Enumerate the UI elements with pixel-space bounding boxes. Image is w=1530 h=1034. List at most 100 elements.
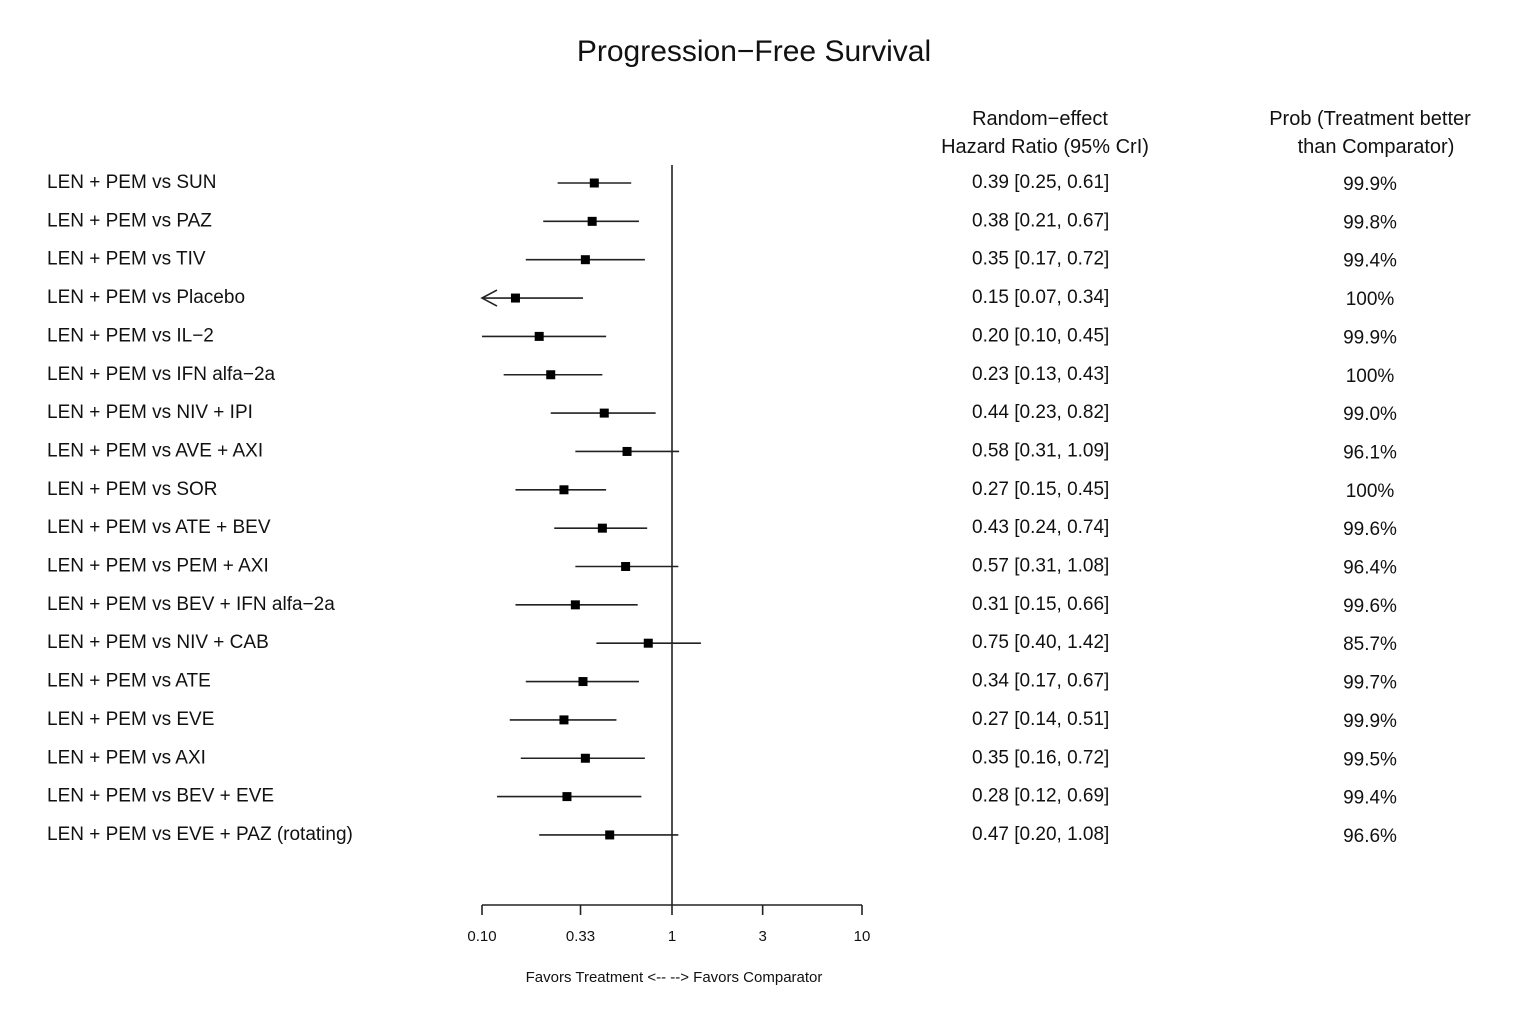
- prob-value: 99.4%: [1343, 788, 1397, 809]
- hr-value: 0.20 [0.10, 0.45]: [972, 325, 1109, 346]
- prob-value: 100%: [1346, 289, 1395, 310]
- x-tick-label: 3: [758, 928, 766, 945]
- prob-value: 99.0%: [1343, 404, 1397, 425]
- point-estimate: [597, 523, 607, 533]
- forest-row: LEN + PEM vs EVE 0.27 [0.14, 0.51] 99.9%: [47, 709, 1397, 732]
- forest-row: LEN + PEM vs ATE 0.34 [0.17, 0.67] 99.7%: [47, 671, 1397, 694]
- forest-row: LEN + PEM vs BEV + EVE 0.28 [0.12, 0.69] 9…: [47, 786, 1397, 809]
- prob-value: 99.9%: [1343, 711, 1397, 732]
- forest-row: LEN + PEM vs SUN 0.39 [0.25, 0.61] 99.9%: [47, 172, 1397, 195]
- point-estimate: [534, 331, 544, 341]
- prob-value: 96.4%: [1343, 558, 1397, 579]
- point-estimate: [599, 408, 609, 418]
- hr-value: 0.43 [0.24, 0.74]: [972, 517, 1109, 538]
- hr-value: 0.34 [0.17, 0.67]: [972, 671, 1109, 692]
- hr-value: 0.35 [0.16, 0.72]: [972, 747, 1109, 768]
- hr-value: 0.31 [0.15, 0.66]: [972, 594, 1109, 615]
- hr-value: 0.38 [0.21, 0.67]: [972, 210, 1109, 231]
- point-estimate: [580, 753, 590, 763]
- prob-value: 99.6%: [1343, 596, 1397, 617]
- row-label: LEN + PEM vs BEV + EVE: [47, 786, 274, 807]
- row-label: LEN + PEM vs EVE + PAZ (rotating): [47, 824, 353, 845]
- x-tick-label: 0.33: [566, 928, 595, 945]
- point-estimate: [643, 638, 653, 648]
- row-label: LEN + PEM vs Placebo: [47, 287, 245, 308]
- prob-value: 85.7%: [1343, 634, 1397, 655]
- point-estimate: [559, 715, 569, 725]
- row-label: LEN + PEM vs ATE: [47, 671, 211, 692]
- hr-value: 0.27 [0.14, 0.51]: [972, 709, 1109, 730]
- prob-value: 99.5%: [1343, 749, 1397, 770]
- row-label: LEN + PEM vs ATE + BEV: [47, 517, 271, 538]
- hr-value: 0.39 [0.25, 0.61]: [972, 172, 1109, 193]
- ci-arrow: [480, 289, 498, 307]
- point-estimate: [570, 600, 580, 610]
- forest-row: LEN + PEM vs SOR 0.27 [0.15, 0.45] 100%: [47, 479, 1394, 502]
- point-estimate: [621, 562, 631, 571]
- hr-value: 0.44 [0.23, 0.82]: [972, 402, 1109, 423]
- row-label: LEN + PEM vs AXI: [47, 747, 206, 768]
- row-label: LEN + PEM vs SUN: [47, 172, 216, 193]
- hr-value: 0.57 [0.31, 1.08]: [972, 556, 1109, 577]
- prob-header-line2: than Comparator): [1298, 136, 1455, 158]
- hr-value: 0.23 [0.13, 0.43]: [972, 364, 1109, 385]
- point-estimate: [589, 178, 599, 188]
- forest-row: LEN + PEM vs ATE + BEV 0.43 [0.24, 0.74] 9…: [47, 517, 1397, 540]
- row-label: LEN + PEM vs EVE: [47, 709, 214, 730]
- prob-value: 96.6%: [1343, 826, 1397, 847]
- row-label: LEN + PEM vs IFN alfa−2a: [47, 364, 276, 385]
- forest-row: LEN + PEM vs AVE + AXI 0.58 [0.31, 1.09] 9…: [47, 440, 1397, 463]
- hr-value: 0.75 [0.40, 1.42]: [972, 632, 1109, 653]
- x-tick-label: 1: [668, 928, 676, 945]
- row-label: LEN + PEM vs TIV: [47, 249, 206, 270]
- x-tick-label: 10: [854, 928, 871, 945]
- point-estimate: [510, 293, 520, 303]
- prob-value: 99.9%: [1343, 174, 1397, 195]
- forest-row: LEN + PEM vs NIV + CAB 0.75 [0.40, 1.42] 8…: [47, 632, 1397, 655]
- prob-header-line1: Prob (Treatment better: [1269, 108, 1471, 130]
- point-estimate: [587, 216, 597, 226]
- x-axis-label: Favors Treatment <-- --> Favors Comparat…: [526, 969, 823, 986]
- hr-header-line2: Hazard Ratio (95% CrI): [941, 136, 1149, 158]
- hr-header-line1: Random−effect: [972, 108, 1108, 130]
- point-estimate: [578, 677, 588, 687]
- row-label: LEN + PEM vs NIV + CAB: [47, 632, 269, 653]
- forest-row: LEN + PEM vs EVE + PAZ (rotating) 0.47 [0…: [47, 824, 1397, 847]
- prob-value: 99.4%: [1343, 251, 1397, 272]
- point-estimate: [605, 830, 615, 840]
- row-label: LEN + PEM vs BEV + IFN alfa−2a: [47, 594, 335, 615]
- hr-value: 0.28 [0.12, 0.69]: [972, 786, 1109, 807]
- chart-title: Progression−Free Survival: [577, 35, 931, 68]
- forest-row: LEN + PEM vs IL−2 0.20 [0.10, 0.45] 99.9%: [47, 325, 1397, 348]
- point-estimate: [562, 792, 572, 802]
- row-label: LEN + PEM vs AVE + AXI: [47, 440, 263, 461]
- hr-value: 0.27 [0.15, 0.45]: [972, 479, 1109, 500]
- point-estimate: [559, 485, 569, 495]
- forest-row: LEN + PEM vs PEM + AXI 0.57 [0.31, 1.08] 9…: [47, 556, 1397, 579]
- row-label: LEN + PEM vs PAZ: [47, 210, 212, 231]
- forest-row: LEN + PEM vs TIV 0.35 [0.17, 0.72] 99.4%: [47, 249, 1397, 272]
- forest-row: LEN + PEM vs NIV + IPI 0.44 [0.23, 0.82] 9…: [47, 402, 1397, 425]
- point-estimate: [546, 370, 556, 380]
- prob-value: 99.7%: [1343, 673, 1397, 694]
- hr-value: 0.15 [0.07, 0.34]: [972, 287, 1109, 308]
- forest-row: LEN + PEM vs PAZ 0.38 [0.21, 0.67] 99.8%: [47, 210, 1397, 233]
- hr-value: 0.47 [0.20, 1.08]: [972, 824, 1109, 845]
- hr-value: 0.35 [0.17, 0.72]: [972, 249, 1109, 270]
- prob-value: 99.9%: [1343, 327, 1397, 348]
- prob-value: 100%: [1346, 481, 1395, 502]
- prob-value: 99.6%: [1343, 519, 1397, 540]
- forest-row: LEN + PEM vs BEV + IFN alfa−2a 0.31 [0.15…: [47, 594, 1397, 617]
- prob-value: 100%: [1346, 366, 1395, 387]
- point-estimate: [622, 446, 632, 456]
- point-estimate: [580, 255, 590, 265]
- row-label: LEN + PEM vs NIV + IPI: [47, 402, 253, 423]
- forest-row: LEN + PEM vs AXI 0.35 [0.16, 0.72] 99.5%: [47, 747, 1397, 770]
- row-label: LEN + PEM vs PEM + AXI: [47, 556, 269, 577]
- prob-value: 96.1%: [1343, 442, 1397, 463]
- row-label: LEN + PEM vs SOR: [47, 479, 218, 500]
- x-tick-label: 0.10: [467, 928, 496, 945]
- row-label: LEN + PEM vs IL−2: [47, 325, 214, 346]
- prob-value: 99.8%: [1343, 212, 1397, 233]
